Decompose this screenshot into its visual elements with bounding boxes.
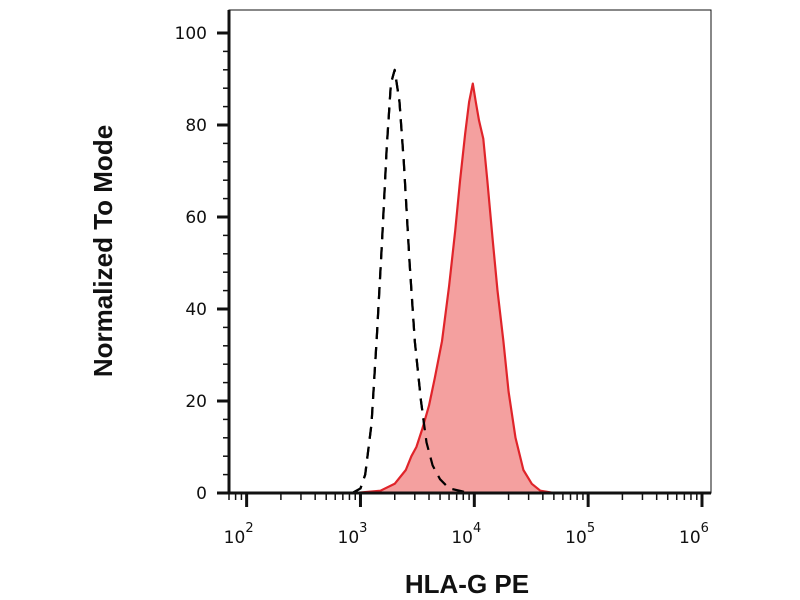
x-tick-label: 105 [565, 521, 595, 548]
y-tick-label: 60 [185, 208, 207, 228]
x-axis-title: HLA-G PE [405, 569, 529, 599]
series-line-filled [355, 82, 555, 495]
y-tick-label: 20 [185, 392, 207, 412]
x-tick-label: 104 [451, 521, 481, 548]
axis-ticks-layer: 0 20 40 60 80 100 102 103 104 105 106 [175, 24, 709, 548]
y-tick-label: 100 [175, 24, 207, 44]
y-tick-label: 0 [196, 484, 207, 504]
y-axis-title: Normalized To Mode [88, 125, 118, 377]
x-tick-label: 103 [338, 521, 368, 548]
y-tick-label: 40 [185, 300, 207, 320]
y-tick-label: 80 [185, 116, 207, 136]
plot-data-layer [351, 68, 555, 495]
x-tick-label: 106 [679, 521, 709, 548]
series-line-dashed-overlay [351, 69, 475, 495]
x-tick-label: 102 [224, 521, 254, 548]
series-fill-area [355, 83, 554, 493]
